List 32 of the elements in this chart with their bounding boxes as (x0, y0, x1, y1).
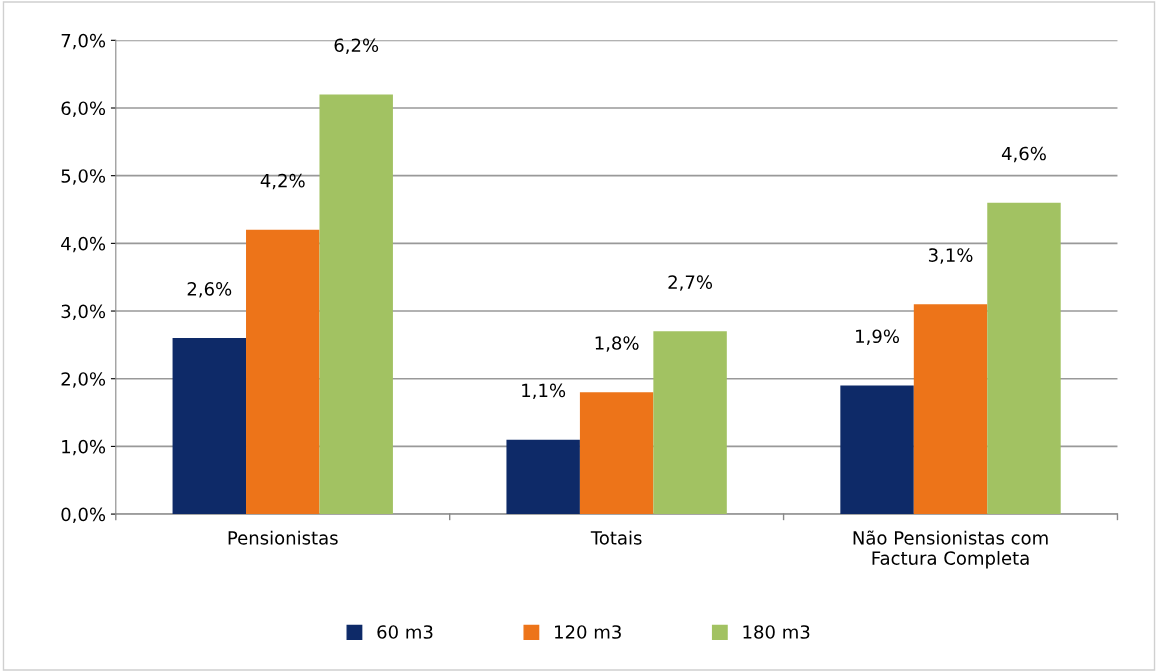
data-label: 1,9% (856, 329, 900, 345)
data-label: 3,1% (928, 248, 973, 264)
x-tick-label: Pensionistas (228, 530, 338, 545)
y-tick-label: 3,0% (61, 304, 106, 320)
bar (987, 202, 1061, 515)
bar (579, 392, 654, 515)
y-tick-label: 5,0% (61, 169, 106, 185)
y-tick-label: 0,0% (61, 507, 106, 524)
y-tick-label: 1,0% (62, 439, 106, 456)
data-label: 4,6% (1001, 146, 1046, 163)
y-tick-label: 4,0% (61, 236, 106, 253)
bar (172, 338, 247, 515)
data-label: 2,6% (187, 282, 232, 298)
data-label: 6,2% (334, 38, 379, 54)
bar (319, 94, 393, 515)
x-tick-label: Totais (590, 530, 642, 545)
bar (246, 229, 320, 515)
bar (913, 304, 988, 515)
bar (840, 385, 914, 515)
legend-label: 180 m3 (743, 625, 810, 639)
data-label: 1,1% (522, 383, 566, 400)
y-tick-label: 2,0% (61, 372, 106, 388)
legend-label: 60 m3 (377, 625, 433, 639)
data-label: 2,7% (668, 275, 713, 291)
x-tick-label: Não Pensionistas com Factura Completa (853, 530, 1048, 569)
data-label: 4,2% (260, 173, 305, 190)
y-tick-label: 7,0% (61, 33, 106, 50)
bar (506, 439, 580, 515)
bar (653, 331, 727, 515)
data-label: 1,8% (595, 336, 639, 352)
legend-label: 120 m3 (555, 625, 621, 639)
y-tick-label: 6,0% (61, 101, 106, 117)
